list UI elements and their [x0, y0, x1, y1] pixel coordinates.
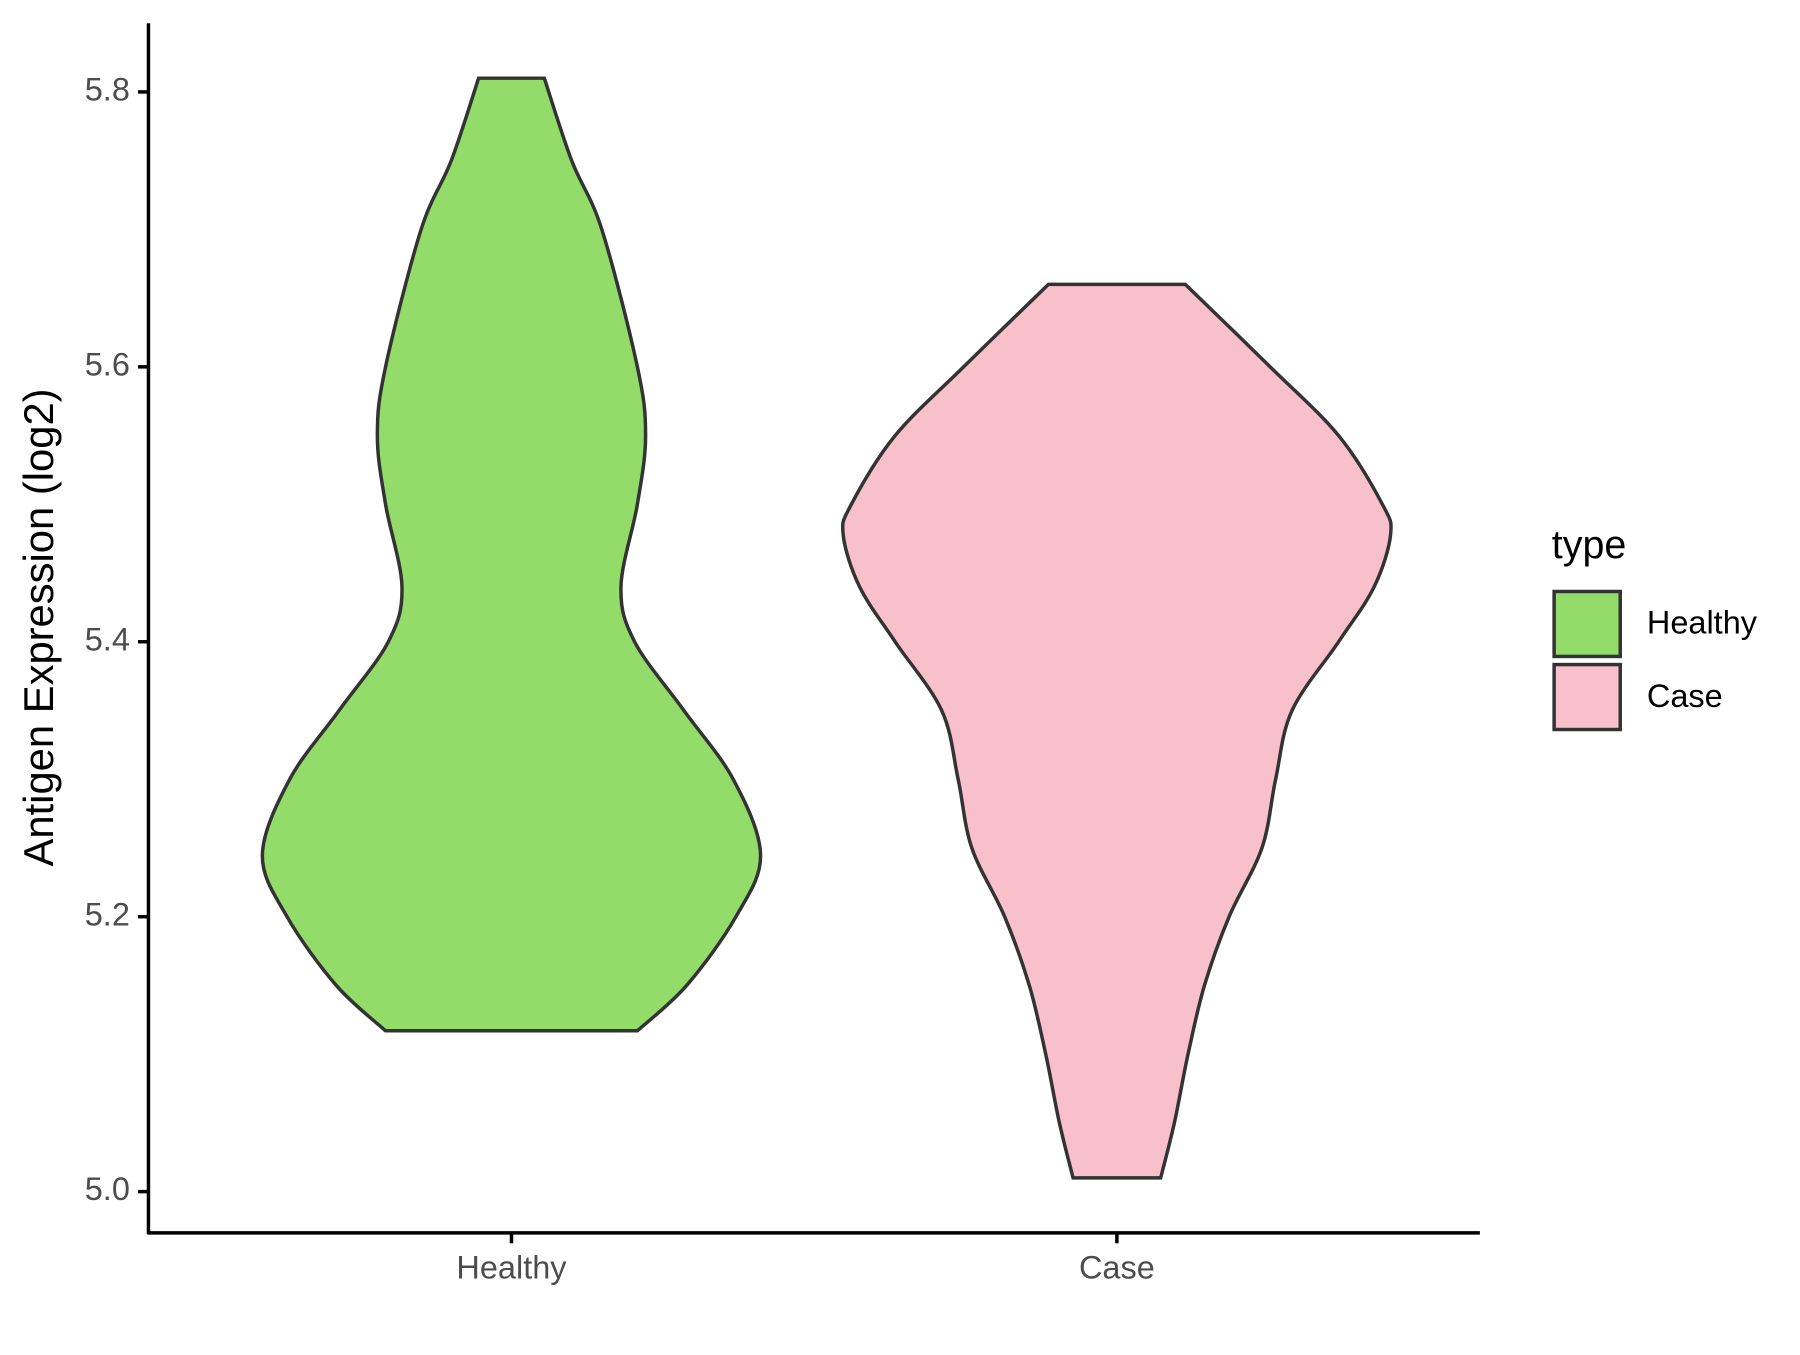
legend-key [1552, 662, 1622, 732]
legend-key [1552, 589, 1622, 659]
legend-title: type [1552, 523, 1627, 567]
y-tick-label: 5.6 [85, 346, 130, 382]
violin [260, 76, 763, 1033]
x-tick-label: Case [1079, 1250, 1155, 1286]
y-axis-title: Antigen Expression (log2) [15, 388, 62, 866]
y-tick-label: 5.2 [85, 896, 130, 932]
y-tick-label: 5.4 [85, 621, 130, 657]
legend-label: Case [1647, 678, 1723, 714]
y-tick-label: 5.8 [85, 72, 130, 108]
legend-label: Healthy [1647, 605, 1758, 641]
violin [840, 282, 1393, 1180]
x-tick-label: Healthy [456, 1250, 567, 1286]
y-tick-label: 5.0 [85, 1171, 130, 1207]
